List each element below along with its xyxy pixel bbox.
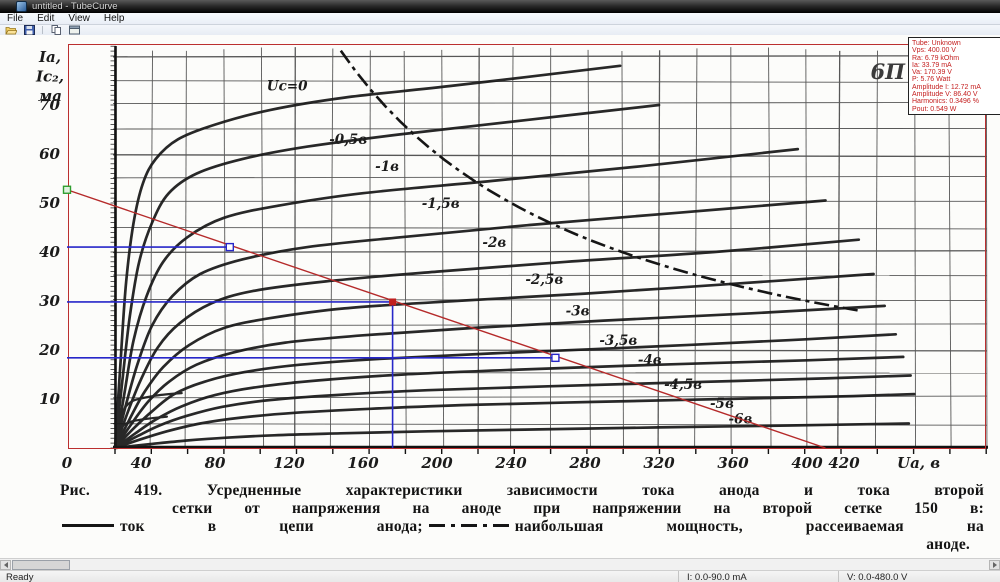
axis-tick-labels: 10 20 30 40 50 60 70 0 40 80 120 160 200 240 280 320 360… <box>35 48 940 472</box>
options-button[interactable] <box>66 25 82 35</box>
svg-text:-3в: -3в <box>566 304 590 320</box>
max-power-curve <box>339 49 860 312</box>
svg-text:320: 320 <box>643 454 675 472</box>
figure-caption-line1: Рис. 419. Усредненные характеристики зав… <box>60 482 984 499</box>
toolbar-separator <box>42 26 43 34</box>
tube-type-label: 6П <box>871 59 907 84</box>
info-p: P: 5.76 Watt <box>912 76 951 84</box>
svg-text:30: 30 <box>39 292 60 310</box>
svg-text:40: 40 <box>131 454 152 472</box>
copy-icon <box>51 25 61 35</box>
anode-current-curves <box>113 64 916 450</box>
amplitude-marker-0[interactable] <box>225 242 235 252</box>
status-voltage-range: V: 0.0-480.0 V <box>838 571 1000 582</box>
chart-client-area[interactable]: Uс=0 -0,5в -1в -1,5в -2в -2,5в -3в -3,5в -4в -4,5… <box>0 35 1000 558</box>
svg-text:-2,5в: -2,5в <box>525 272 563 288</box>
svg-text:200: 200 <box>420 454 453 472</box>
svg-text:Iс₂,: Iс₂, <box>35 68 64 86</box>
dash-dot-line-symbol <box>428 524 509 528</box>
info-ra: Ra: 6.79 kOhm <box>912 54 960 62</box>
svg-text:240: 240 <box>494 454 527 472</box>
svg-text:360: 360 <box>717 454 749 472</box>
svg-text:-0,5в: -0,5в <box>329 132 367 148</box>
svg-text:50: 50 <box>39 194 60 212</box>
open-button[interactable] <box>3 25 19 35</box>
load-line[interactable] <box>66 189 826 449</box>
svg-text:-4в: -4в <box>638 353 662 369</box>
operating-point-marker[interactable] <box>389 298 397 306</box>
open-folder-icon <box>5 27 17 35</box>
info-amplitude-v: Amplitude V: 86.40 V <box>912 91 978 99</box>
statusbar: Ready I: 0.0-90.0 mA V: 0.0-480.0 V <box>0 570 1000 582</box>
svg-text:Uс=0: Uс=0 <box>267 78 308 94</box>
figure-caption-line2: сетки от напряжения на аноде при напряже… <box>172 500 984 517</box>
svg-text:-2в: -2в <box>482 235 506 251</box>
svg-text:-1,5в: -1,5в <box>422 196 460 212</box>
info-ia: Ia: 33.79 mA <box>912 61 952 69</box>
svg-text:10: 10 <box>39 390 60 408</box>
info-pout: Pout: 0.549 W <box>912 105 957 113</box>
info-harmonics: Harmonics: 0.3496 % <box>912 98 979 106</box>
menu-view[interactable]: View <box>68 13 90 24</box>
scroll-right-arrow-icon[interactable] <box>989 560 1000 570</box>
svg-text:-1в: -1в <box>375 159 399 175</box>
svg-text:120: 120 <box>273 454 305 472</box>
svg-text:-3,5в: -3,5в <box>599 333 637 349</box>
status-current-range: I: 0.0-90.0 mA <box>678 571 838 582</box>
legend-anode-text: ток в цепи анода; <box>120 518 423 535</box>
figure-caption: Рис. 419. Усредненные характеристики зав… <box>60 482 984 554</box>
info-amplitude-i: Amplitude I: 12.72 mA <box>912 83 981 91</box>
svg-text:0: 0 <box>62 454 73 472</box>
save-floppy-icon <box>23 25 35 35</box>
menu-file[interactable]: File <box>7 13 24 24</box>
options-window-icon <box>68 25 80 35</box>
info-tube: Tube: Unknown <box>912 40 961 47</box>
loadline-overlay[interactable] <box>62 44 986 449</box>
svg-text:160: 160 <box>347 454 379 472</box>
curve-labels: Uс=0 -0,5в -1в -1,5в -2в -2,5в-3в -3,5в-4в-4,5… <box>267 78 753 427</box>
svg-text:40: 40 <box>39 243 60 261</box>
figure-caption-line4: аноде. <box>926 536 970 553</box>
svg-text:80: 80 <box>205 454 226 472</box>
horizontal-scrollbar[interactable] <box>0 558 1000 571</box>
svg-text:280: 280 <box>568 454 601 472</box>
loadline-start-marker[interactable] <box>62 185 72 194</box>
amplitude-marker-2[interactable] <box>551 353 560 363</box>
scanned-curve-chart: Uс=0 -0,5в -1в -1,5в -2в -2,5в-3в -3,5в-4в-4,5… <box>35 44 988 472</box>
svg-text:-5в: -5в <box>710 396 734 412</box>
svg-text:-4,5в: -4,5в <box>664 377 702 393</box>
titlebar[interactable]: untitled - TubeCurve <box>0 0 1000 13</box>
save-button[interactable] <box>21 25 37 35</box>
solid-line-symbol <box>62 524 114 528</box>
legend-power-text: наибольшая мощность, рассеиваемая на <box>514 518 984 535</box>
window-title: untitled - TubeCurve <box>32 1 118 12</box>
scroll-left-arrow-icon[interactable] <box>0 560 11 570</box>
svg-text:Iа,: Iа, <box>38 48 61 66</box>
svg-text:70: 70 <box>39 96 60 114</box>
svg-text:20: 20 <box>38 341 60 359</box>
svg-text:60: 60 <box>39 145 60 163</box>
menu-edit[interactable]: Edit <box>37 13 55 24</box>
x-axis-label: Uа, в <box>897 454 940 472</box>
menubar: File Edit View Help <box>0 13 1000 25</box>
svg-text:420: 420 <box>828 454 860 472</box>
scrollbar-thumb[interactable] <box>12 560 70 570</box>
svg-text:400: 400 <box>791 454 823 472</box>
menu-help[interactable]: Help <box>103 13 125 24</box>
app-icon <box>16 1 27 12</box>
figure-caption-line3: ток в цепи анода; наибольшая мощность, ра… <box>60 518 984 536</box>
operating-point-info-panel: Tube: Unknown Vps: 400.00 V Ra: 6.79 kOh… <box>908 37 1000 115</box>
info-vps: Vps: 400.00 V <box>912 47 956 55</box>
svg-text:ма: ма <box>38 87 62 105</box>
copy-button[interactable] <box>48 25 64 35</box>
info-va: Va: 170.39 V <box>912 69 952 77</box>
status-ready: Ready <box>6 571 34 582</box>
